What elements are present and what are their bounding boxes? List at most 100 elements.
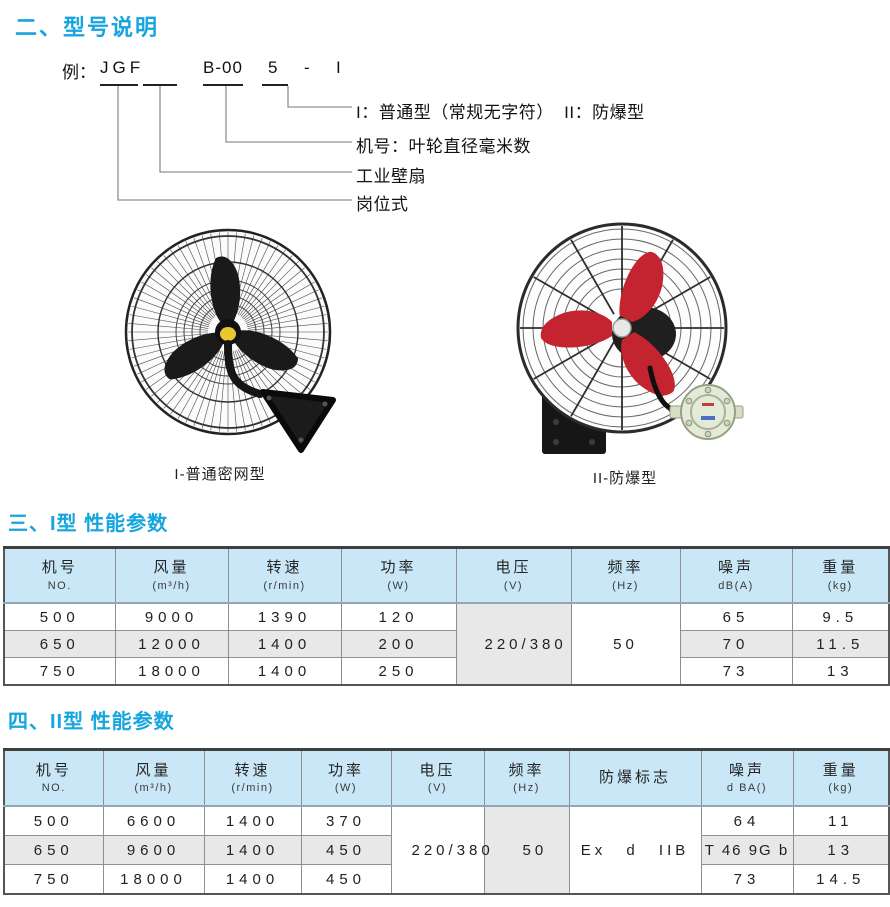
cell: 650 <box>3 630 116 658</box>
bolt <box>704 386 712 394</box>
junction-box <box>669 384 744 440</box>
callout-line-type <box>287 86 352 108</box>
col-airflow: 风量 (m³/h) <box>114 547 229 604</box>
table-row: 650 9600 1400 450 T 46 9G b 13 <box>3 835 890 865</box>
callout-label-post: 岗位式 <box>356 195 409 214</box>
bolt <box>589 439 595 445</box>
blade <box>232 330 299 371</box>
bolt <box>704 430 712 438</box>
cell: 450 <box>300 835 392 865</box>
cell-voltage-merged: 220/380 <box>390 805 490 895</box>
cell-ex-mark-merged: Ex d IIB <box>568 805 702 895</box>
cell: 11 <box>792 805 890 836</box>
cell: 1400 <box>227 657 342 686</box>
cell-voltage-merged: 220/380 <box>455 602 572 686</box>
cell: 1400 <box>227 630 342 658</box>
table-row: 650 12000 1400 200 70 11.5 <box>3 630 890 658</box>
table-row: 750 18000 1400 450 73 14.5 <box>3 864 890 895</box>
col-model: 机号 NO. <box>3 749 104 807</box>
bolt <box>553 439 559 445</box>
cell: 200 <box>340 630 457 658</box>
callout-label-size: 机号：叶轮直径毫米数 <box>356 137 531 156</box>
cell: 13 <box>792 835 890 865</box>
cell-frequency-merged: 50 <box>570 602 681 686</box>
col-speed: 转速 (r/min) <box>203 749 302 807</box>
col-frequency: 频率 (Hz) <box>570 547 681 604</box>
cell: 120 <box>340 602 457 631</box>
cell: 13 <box>791 657 890 686</box>
cell-frequency-merged: 50 <box>483 805 570 895</box>
cell: 70 <box>679 630 793 658</box>
callout-lines <box>100 84 352 201</box>
bolt <box>553 419 559 425</box>
col-noise: 噪声 d BA() <box>700 749 794 807</box>
bolt <box>685 419 693 427</box>
model-code-5: 5 <box>268 58 278 77</box>
cell: 12000 <box>114 630 229 658</box>
header-row: 机号 NO. 风量 (m³/h) 转速 (r/min) 功率 (W) 电压 (V) 频率(… <box>3 547 890 604</box>
model-code-dash: - <box>304 58 310 77</box>
cell: 250 <box>340 657 457 686</box>
guard-ring <box>131 235 325 429</box>
cell: 650 <box>3 835 104 865</box>
callout-line-post <box>117 86 352 201</box>
col-frequency: 频率 (Hz) <box>483 749 570 807</box>
col-ex-mark: 防爆标志 <box>568 749 702 807</box>
cell: 9.5 <box>791 602 890 631</box>
fan-guard-mesh <box>128 232 328 432</box>
cell: 9000 <box>114 602 229 631</box>
cell: 6600 <box>102 805 205 836</box>
bolt <box>685 397 693 405</box>
callout-label-type: I：普通型（常规无字符） II：防爆型 <box>356 103 645 122</box>
bolt <box>723 397 731 405</box>
cell: 73 <box>679 657 793 686</box>
blade <box>621 332 675 396</box>
header-row: 机号 NO. 风量 (m³/h) 转速 (r/min) 功率 (W) 电压 (V) 频率(… <box>3 749 890 807</box>
cell: 750 <box>3 657 116 686</box>
col-airflow: 风量 (m³/h) <box>102 749 205 807</box>
cell: 1390 <box>227 602 342 631</box>
explosion-proof-fan-figure <box>516 222 744 454</box>
cell: 64 <box>700 805 794 836</box>
table-row: 500 6600 1400 370 220/380 50 Ex d IIB 64… <box>3 805 890 895</box>
col-weight: 重量 (kg) <box>792 749 890 807</box>
cell: 370 <box>300 805 392 836</box>
table-row: 500 9000 1390 120 220/380 50 65 9.5 <box>3 602 890 686</box>
cell: 450 <box>300 864 392 895</box>
model-example-prefix: 例： <box>62 63 96 82</box>
col-voltage: 电压 (V) <box>390 749 485 807</box>
col-power: 功率 (W) <box>300 749 392 807</box>
blade <box>164 332 225 380</box>
bolt <box>298 437 304 443</box>
box-label-blue <box>701 416 715 420</box>
section2-title: 二、型号说明 <box>15 15 160 40</box>
box-ring <box>690 394 726 430</box>
col-voltage: 电压 (V) <box>455 547 572 604</box>
mount-arm <box>224 340 264 398</box>
model-code-b00: B-00 <box>203 58 243 77</box>
bolt <box>322 401 328 407</box>
table-row: 750 18000 1400 250 73 13 <box>3 657 890 686</box>
performance-table-type2: 机号 NO. 风量 (m³/h) 转速 (r/min) 功率 (W) 电压 (V) 频率(… <box>3 748 890 895</box>
bolt <box>723 419 731 427</box>
wall-bracket <box>260 389 336 453</box>
model-code-jgf: JGF <box>100 58 145 77</box>
cell: 18000 <box>102 864 205 895</box>
model-code-i: I <box>336 58 341 77</box>
col-power: 功率 (W) <box>340 547 457 604</box>
cell: 18000 <box>114 657 229 686</box>
hub-badge <box>220 327 236 341</box>
blade <box>619 251 664 322</box>
cell: 1400 <box>203 805 302 836</box>
figure-caption-right: II-防爆型 <box>592 470 658 487</box>
cell: 11.5 <box>791 630 890 658</box>
callout-line-wallfan <box>159 86 352 173</box>
fan-blades-black <box>164 256 299 380</box>
cell: 500 <box>3 602 116 631</box>
bolt <box>266 395 272 401</box>
section4-title: 四、II型 性能参数 <box>8 711 175 733</box>
cell: 65 <box>679 602 793 631</box>
cell: 14.5 <box>792 864 890 895</box>
performance-table-type1: 机号 NO. 风量 (m³/h) 转速 (r/min) 功率 (W) 电压 (V) 频率(… <box>3 546 890 686</box>
